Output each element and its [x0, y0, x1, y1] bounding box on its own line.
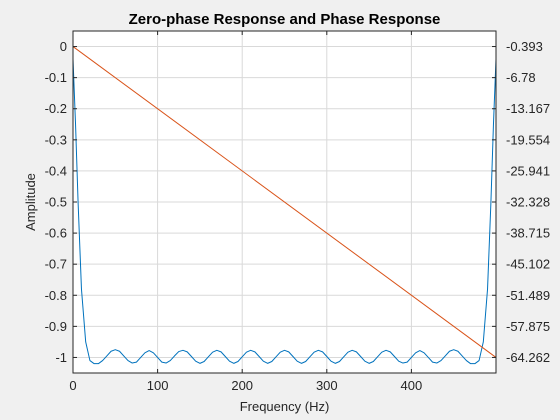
y-tick-label-right: -25.941: [506, 163, 550, 178]
y-tick-label-right: -38.715: [506, 226, 550, 241]
x-axis: 0 100 200 300 400: [69, 31, 422, 393]
series-layer: [72, 46, 497, 365]
y-tick-label-right: -0.393: [506, 39, 543, 54]
zero-phase-line: [72, 58, 497, 365]
y-tick-label-left: -1: [55, 350, 67, 365]
y-tick-label-left: -0.4: [45, 163, 67, 178]
y-tick-label-right: -32.328: [506, 195, 550, 210]
y-tick-label-right: -64.262: [506, 350, 550, 365]
y-tick-label-left: -0.7: [45, 257, 67, 272]
chart-title: Zero-phase Response and Phase Response: [129, 11, 441, 28]
y-axis-right: -0.393 -6.78 -13.167 -19.554 -25.941 -32.328 -…: [492, 39, 550, 365]
x-tick-label: 0: [69, 378, 76, 393]
phase-line: [72, 46, 497, 358]
y-tick-label-left: -0.6: [45, 226, 67, 241]
x-tick-label: 400: [401, 378, 423, 393]
y-tick-label-left: -0.1: [45, 70, 67, 85]
y-tick-label-left: -0.8: [45, 288, 67, 303]
y-tick-label-right: -19.554: [506, 132, 550, 147]
y-axis-left: 0 -0.1 -0.2 -0.3 -0.4 -0.5 -0.6 -0.7 -0.8 -0.9 -1: [45, 39, 77, 365]
x-tick-label: 300: [316, 378, 338, 393]
y-tick-label-right: -51.489: [506, 288, 550, 303]
x-axis-label: Frequency (Hz): [240, 399, 330, 414]
y-tick-label-right: -13.167: [506, 101, 550, 116]
y-tick-label-left: -0.9: [45, 319, 67, 334]
y-tick-label-left: -0.5: [45, 195, 67, 210]
x-tick-label: 100: [147, 378, 169, 393]
y-tick-label-right: -6.78: [506, 70, 536, 85]
y-tick-label-left: 0: [60, 39, 67, 54]
y-tick-label-right: -57.875: [506, 319, 550, 334]
y-tick-label-left: -0.3: [45, 132, 67, 147]
y-tick-label-right: -45.102: [506, 257, 550, 272]
y-tick-label-left: -0.2: [45, 101, 67, 116]
x-tick-label: 200: [231, 378, 253, 393]
y-axis-label: Amplitude: [23, 173, 38, 231]
